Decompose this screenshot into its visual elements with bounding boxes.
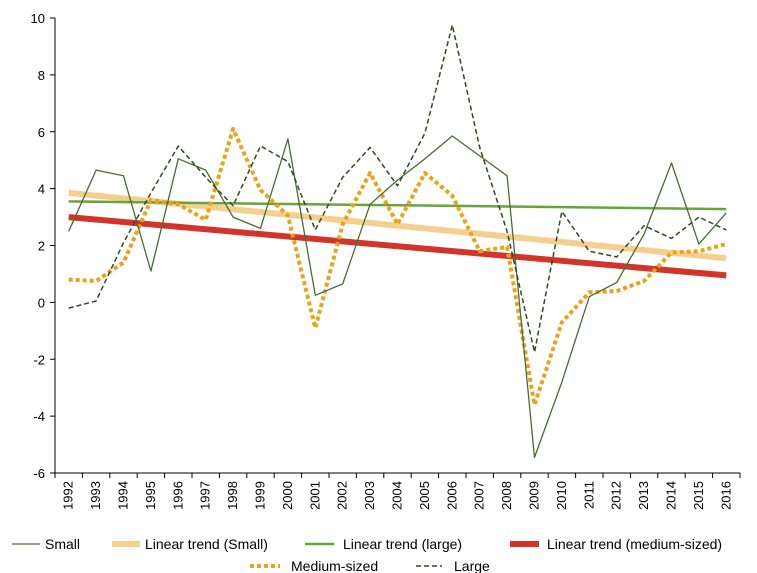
series-line-large bbox=[68, 24, 727, 353]
legend-label-small: Small bbox=[45, 536, 80, 552]
x-tick-label: 1993 bbox=[88, 481, 103, 510]
x-tick-label: 2000 bbox=[280, 481, 295, 510]
y-tick-label: 10 bbox=[31, 11, 45, 26]
x-tick-label: 2002 bbox=[335, 481, 350, 510]
legend-label-trend-medium: Linear trend (medium-sized) bbox=[547, 536, 722, 552]
series-line-small bbox=[68, 135, 727, 459]
x-tick-label: 2005 bbox=[417, 481, 432, 510]
x-tick-label: 2001 bbox=[307, 481, 322, 510]
series-line-linear-trend-medium-sized bbox=[68, 214, 727, 279]
x-tick-label: 2011 bbox=[581, 481, 596, 509]
x-tick-label: 1992 bbox=[61, 481, 76, 510]
series-lines bbox=[68, 24, 727, 459]
x-tick-label: 1999 bbox=[253, 481, 268, 510]
x-tick-label: 1997 bbox=[198, 481, 213, 510]
x-tick-label: 1998 bbox=[225, 481, 240, 510]
x-tick-label: 1995 bbox=[143, 481, 158, 510]
y-axis: -6 -4 -2 0 2 4 6 8 10 bbox=[31, 11, 56, 481]
legend-label-trend-large: Linear trend (large) bbox=[343, 536, 462, 552]
x-tick-label: 2006 bbox=[444, 481, 459, 510]
x-axis: 1992 1993 1994 1995 1996 1997 1998 1999 2000 2001… bbox=[54, 472, 741, 510]
legend-label-large: Large bbox=[454, 558, 490, 573]
legend: Small Linear trend (Small) Linear trend … bbox=[12, 536, 722, 573]
y-tick-label: -4 bbox=[33, 409, 45, 424]
x-tick-label: 2004 bbox=[390, 481, 405, 510]
x-tick-label: 2009 bbox=[527, 481, 542, 510]
series-line-medium-sized bbox=[68, 126, 727, 407]
y-tick-label: 6 bbox=[38, 125, 45, 140]
legend-label-trend-small: Linear trend (Small) bbox=[145, 536, 268, 552]
y-tick-label: -6 bbox=[33, 466, 45, 481]
y-tick-label: 0 bbox=[38, 295, 45, 310]
x-tick-label: 2013 bbox=[636, 481, 651, 510]
x-tick-label: 2008 bbox=[499, 481, 514, 510]
y-tick-label: 2 bbox=[38, 239, 45, 254]
x-tick-label: 2010 bbox=[554, 481, 569, 510]
y-tick-label: -2 bbox=[33, 352, 45, 367]
x-tick-label: 2014 bbox=[664, 481, 679, 510]
x-tick-label: 2012 bbox=[609, 481, 624, 510]
y-tick-label: 8 bbox=[38, 68, 45, 83]
x-tick-label: 2007 bbox=[472, 481, 487, 510]
x-tick-label: 2015 bbox=[691, 481, 706, 510]
x-tick-label: 2016 bbox=[718, 481, 733, 510]
y-tick-label: 4 bbox=[38, 182, 45, 197]
x-tick-label: 2003 bbox=[362, 481, 377, 510]
x-tick-label: 1994 bbox=[116, 481, 131, 510]
x-tick-label: 1996 bbox=[170, 481, 185, 510]
legend-label-medium: Medium-sized bbox=[291, 558, 378, 573]
